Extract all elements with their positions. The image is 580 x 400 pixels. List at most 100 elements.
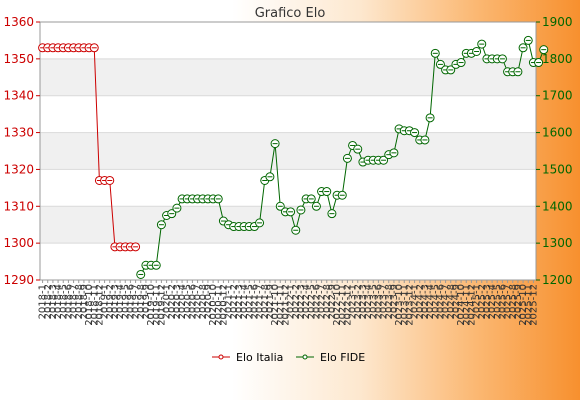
x-tick-label: 2018-4 xyxy=(53,284,64,319)
x-tick-label: 2023-1 xyxy=(348,284,359,319)
x-axis: 2018-12018-22018-32018-42018-52018-62018… xyxy=(38,280,539,326)
x-tick-label: 2022-11 xyxy=(337,284,348,326)
series-lines xyxy=(38,35,549,279)
x-tick-label: 2024-12 xyxy=(466,284,477,326)
x-tick-label: 2020-3 xyxy=(172,284,183,319)
x-tick-label: 2020-7 xyxy=(193,284,204,319)
x-tick-label: 2025-2 xyxy=(477,284,488,319)
right-tick-label: 1600 xyxy=(542,126,573,140)
x-tick-label: 2021-12 xyxy=(280,284,291,326)
x-tick-label: 2020-1 xyxy=(162,284,173,319)
x-tick-label: 2020-9 xyxy=(203,284,214,319)
left-axis: 1290 1300 1310 1320 1330 1340 1350 1360 xyxy=(3,15,40,287)
left-tick-label: 1340 xyxy=(3,89,34,103)
x-tick-label: 2018-8 xyxy=(74,284,85,319)
x-tick-label: 2022-5 xyxy=(306,284,317,319)
x-tick-label: 2019-2 xyxy=(105,284,116,319)
right-tick-label: 1200 xyxy=(542,273,573,287)
x-tick-label: 2021-4 xyxy=(239,284,250,319)
right-axis: 1200 1300 1400 1500 1600 1700 1800 1900 xyxy=(536,15,573,287)
x-tick-label: 2021-10 xyxy=(270,284,281,326)
x-tick-label: 2019-12 xyxy=(156,284,167,326)
x-tick-label: 2019-7 xyxy=(131,284,142,319)
x-tick-label: 2025-12 xyxy=(528,284,539,326)
x-tick-label: 2024-2 xyxy=(415,284,426,319)
x-tick-label: 2023-10 xyxy=(394,284,405,326)
x-tick-label: 2018-5 xyxy=(58,284,69,319)
legend-item-elo-fide: Elo FIDE xyxy=(296,351,365,364)
x-tick-label: 2020-10 xyxy=(208,284,219,326)
x-tick-label: 2025-9 xyxy=(513,284,524,319)
x-tick-label: 2022-1 xyxy=(286,284,297,319)
x-tick-label: 2024-1 xyxy=(410,284,421,319)
x-tick-label: 2021-5 xyxy=(244,284,255,319)
x-tick-label: 2021-9 xyxy=(265,284,276,319)
x-tick-label: 2024-11 xyxy=(461,284,472,326)
x-tick-label: 2023-3 xyxy=(358,284,369,319)
right-tick-label: 1400 xyxy=(542,199,573,213)
x-tick-label: 2022-7 xyxy=(317,284,328,319)
x-tick-label: 2023-11 xyxy=(399,284,410,326)
x-tick-label: 2025-1 xyxy=(472,284,483,319)
x-tick-label: 2024-6 xyxy=(435,284,446,319)
x-tick-label: 2023-5 xyxy=(368,284,379,319)
legend: Elo Italia Elo FIDE xyxy=(212,351,365,364)
x-tick-label: 2019-3 xyxy=(110,284,121,319)
x-tick-label: 2023-8 xyxy=(384,284,395,319)
x-tick-label: 2023-4 xyxy=(363,284,374,319)
x-tick-label: 2019-8 xyxy=(136,284,147,319)
x-tick-label: 2025-8 xyxy=(508,284,519,319)
legend-item-elo-italia: Elo Italia xyxy=(212,351,283,364)
x-tick-label: 2021-2 xyxy=(229,284,240,319)
x-tick-label: 2022-8 xyxy=(322,284,333,319)
x-tick-label: 2018-6 xyxy=(63,284,74,319)
left-tick-label: 1310 xyxy=(3,199,34,213)
x-tick-label: 2019-10 xyxy=(146,284,157,326)
x-tick-label: 2024-7 xyxy=(441,284,452,319)
x-tick-label: 2023-2 xyxy=(353,284,364,319)
left-tick-label: 1360 xyxy=(3,15,34,29)
legend-marker xyxy=(302,354,308,360)
x-tick-label: 2023-7 xyxy=(379,284,390,319)
x-tick-label: 2021-3 xyxy=(234,284,245,319)
x-tick-label: 2021-8 xyxy=(260,284,271,319)
x-tick-label: 2020-11 xyxy=(213,284,224,326)
x-tick-label: 2022-12 xyxy=(342,284,353,326)
grid-band xyxy=(40,132,536,170)
x-tick-label: 2025-7 xyxy=(503,284,514,319)
x-tick-label: 2021-7 xyxy=(255,284,266,319)
x-tick-label: 2019-5 xyxy=(120,284,131,319)
x-tick-label: 2018-10 xyxy=(84,284,95,326)
x-tick-label: 2018-3 xyxy=(48,284,59,319)
x-tick-label: 2019-4 xyxy=(115,284,126,319)
right-tick-label: 1700 xyxy=(542,89,573,103)
x-tick-label: 2020-8 xyxy=(198,284,209,319)
right-tick-label: 1800 xyxy=(542,52,573,66)
x-tick-label: 2021-6 xyxy=(249,284,260,319)
x-tick-label: 2021-1 xyxy=(224,284,235,319)
x-tick-label: 2024-10 xyxy=(456,284,467,326)
x-tick-label: 2018-12 xyxy=(94,284,105,326)
x-tick-label: 2022-2 xyxy=(291,284,302,319)
x-tick-label: 2021-11 xyxy=(275,284,286,326)
x-tick-label: 2025-11 xyxy=(523,284,534,326)
x-tick-label: 2024-8 xyxy=(446,284,457,319)
x-tick-label: 2018-11 xyxy=(89,284,100,326)
x-tick-label: 2025-3 xyxy=(482,284,493,319)
left-tick-label: 1330 xyxy=(3,126,34,140)
x-tick-label: 2019-11 xyxy=(151,284,162,326)
x-tick-label: 2022-3 xyxy=(296,284,307,319)
left-tick-label: 1320 xyxy=(3,162,34,176)
series-elo-fide xyxy=(136,35,549,279)
right-tick-label: 1900 xyxy=(542,15,573,29)
x-tick-label: 2020-6 xyxy=(187,284,198,319)
x-tick-label: 2020-12 xyxy=(218,284,229,326)
x-tick-label: 2022-6 xyxy=(311,284,322,319)
x-tick-label: 2018-9 xyxy=(79,284,90,319)
x-tick-label: 2018-1 xyxy=(38,284,49,319)
x-tick-label: 2023-6 xyxy=(373,284,384,319)
x-tick-label: 2024-9 xyxy=(451,284,462,319)
x-tick-label: 2025-4 xyxy=(487,284,498,319)
x-tick-label: 2019-9 xyxy=(141,284,152,319)
